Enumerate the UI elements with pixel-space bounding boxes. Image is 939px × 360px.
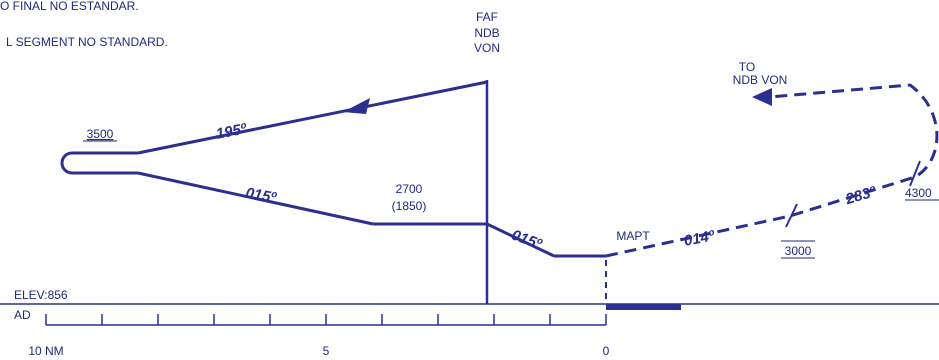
missed-approach-track [605,83,939,258]
missed-fix-tick-1 [785,203,798,228]
inbound-track [137,171,374,226]
elevation-label: ELEV:856 [14,288,68,302]
to-label: TO [739,60,755,74]
scale-label-10nm: 10 NM [28,344,63,358]
scale-label-5: 5 [323,344,330,358]
note-segment-nonstandard-en: L SEGMENT NO STANDARD. [6,35,168,49]
missed-fix-tick-2 [909,160,921,187]
runway-bar [606,304,681,310]
altitude-4300: 4300 [905,186,932,200]
distance-scale-ticks [45,314,607,325]
missed-approach-arrowhead [752,88,772,106]
altitude-2700: 2700 [396,182,423,196]
height-1850: (1850) [392,199,427,213]
faf-ndb-label: NDB [474,26,499,40]
faf-label: FAF [476,10,498,24]
altitude-3500: 3500 [87,127,114,141]
altitude-3000: 3000 [785,244,812,258]
heading-283: 283º [843,183,879,208]
to-ndb-von-label: NDB VON [733,73,788,87]
final-descent-track [486,222,555,258]
heading-014: 014º [683,227,718,250]
procedure-turn-loop [60,151,73,175]
aerodrome-label: AD [14,308,31,322]
faf-von-label: VON [474,41,500,55]
scale-label-0: 0 [603,344,610,358]
heading-015-inbound: 015º [244,185,278,207]
outbound-arrowhead [343,98,370,114]
note-final-nonstandard-es: O FINAL NO ESTANDAR. [0,0,139,13]
mapt-label: MAPT [616,229,650,243]
outbound-track [137,80,488,155]
heading-195: 195º [215,120,250,143]
